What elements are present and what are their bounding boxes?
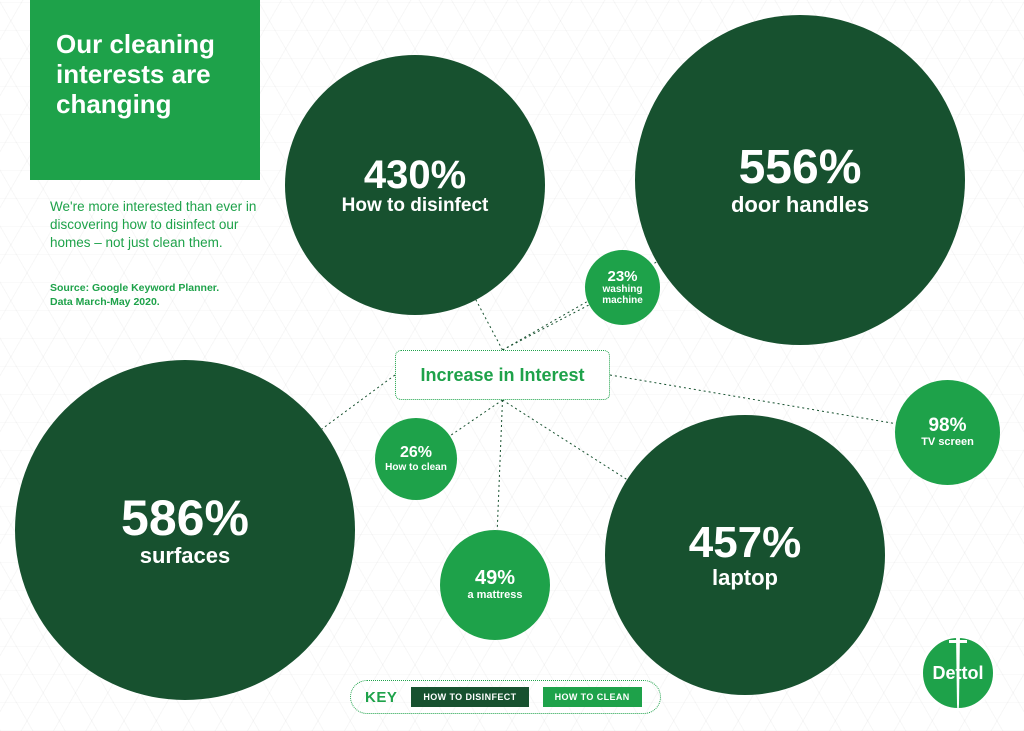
bubble-how-clean-percent: 26% [400, 445, 432, 462]
legend-chip-disinfect: HOW TO DISINFECT [411, 687, 528, 707]
connector-disinfect [476, 300, 503, 350]
bubble-disinfect: 430%How to disinfect [285, 55, 545, 315]
connector-surfaces [322, 375, 395, 429]
bubble-washing: 23%washing machine [585, 250, 660, 325]
bubble-mattress: 49%a mattress [440, 530, 550, 640]
bubble-surfaces-label: surfaces [140, 544, 231, 568]
header-block: Our cleaning interests are changing [30, 0, 260, 180]
center-label-box: Increase in Interest [395, 350, 610, 400]
center-label: Increase in Interest [420, 365, 584, 386]
bubble-mattress-percent: 49% [475, 568, 515, 589]
legend-chip-clean: HOW TO CLEAN [543, 687, 642, 707]
source-line1: Source: Google Keyword Planner. [50, 282, 280, 296]
logo-text: Dettol [933, 663, 984, 684]
bubble-tv-label: TV screen [921, 436, 974, 448]
source-line2: Data March-May 2020. [50, 296, 280, 310]
bubble-tv: 98%TV screen [895, 380, 1000, 485]
bubble-laptop: 457%laptop [605, 415, 885, 695]
brand-logo: Dettol [920, 635, 996, 711]
bubble-door-handles-percent: 556% [739, 143, 862, 193]
source-text: Source: Google Keyword Planner. Data Mar… [50, 282, 280, 309]
bubble-disinfect-percent: 430% [364, 154, 466, 196]
bubble-how-clean-label: How to clean [385, 462, 447, 473]
connector-washing [503, 305, 590, 350]
bubble-how-clean: 26%How to clean [375, 418, 457, 500]
bubble-laptop-percent: 457% [689, 520, 802, 566]
bubble-mattress-label: a mattress [467, 589, 522, 601]
bubble-surfaces-percent: 586% [121, 492, 249, 545]
connector-how-clean [450, 400, 503, 436]
bubble-laptop-label: laptop [712, 566, 778, 590]
header-title: Our cleaning interests are changing [56, 30, 234, 120]
connector-laptop [503, 400, 628, 480]
bubble-disinfect-label: How to disinfect [342, 196, 489, 217]
bubble-door-handles: 556%door handles [635, 15, 965, 345]
bubble-surfaces: 586%surfaces [15, 360, 355, 700]
legend-label: KEY [365, 689, 397, 706]
header-subtext: We're more interested than ever in disco… [50, 198, 280, 253]
bubble-tv-percent: 98% [928, 416, 966, 436]
bubble-washing-label: washing machine [602, 284, 643, 306]
bubble-washing-percent: 23% [607, 269, 637, 285]
legend: KEY HOW TO DISINFECT HOW TO CLEAN [350, 680, 661, 714]
bubble-door-handles-label: door handles [731, 193, 869, 217]
connector-mattress [497, 400, 502, 530]
